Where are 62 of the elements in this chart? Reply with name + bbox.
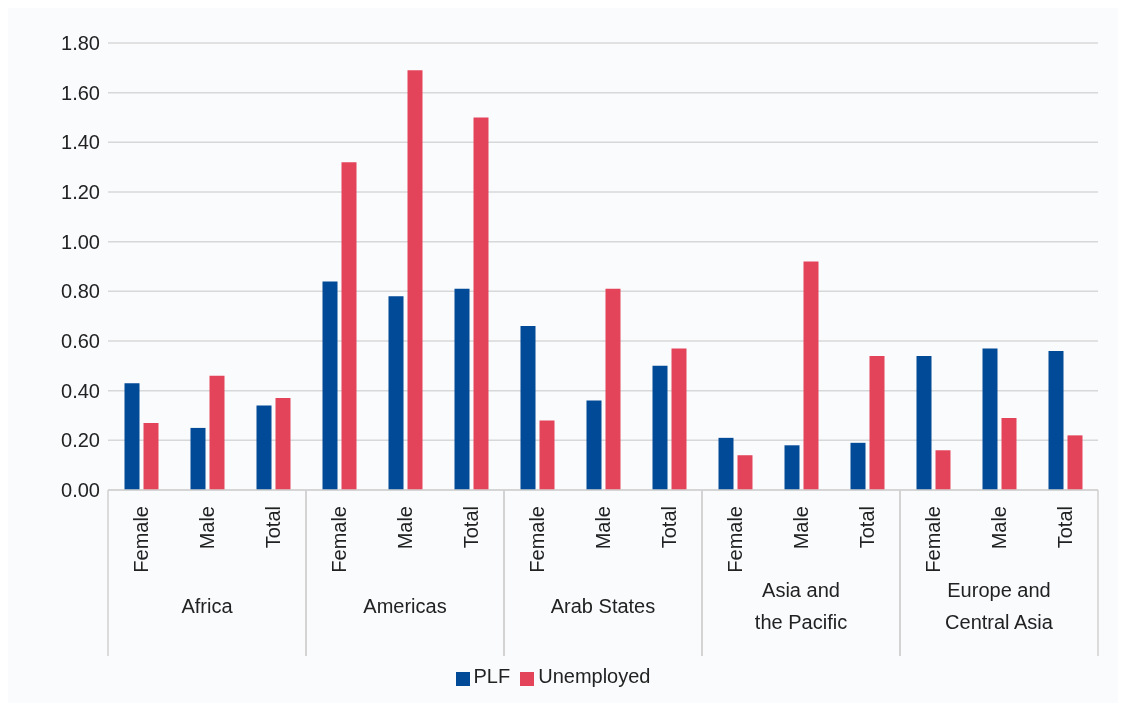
y-tick-label: 1.40 [61,131,100,154]
bar [652,365,668,490]
y-tick-label: 1.00 [61,230,100,253]
bar [1067,435,1083,490]
bar [473,117,489,490]
x-tick-label: Total [856,506,878,549]
x-tick-label: Total [460,506,482,549]
bar [275,398,291,490]
bar [1001,417,1017,490]
bar [539,420,555,490]
x-tick-label: Male [394,506,416,550]
bar [520,326,536,490]
x-tick-label: Total [1054,506,1076,549]
y-tick-label: 1.60 [61,81,100,104]
text: Arab States [550,595,656,618]
x-tick-label: Male [196,506,218,550]
legend-label: Unemployed [538,665,651,687]
x-tick-label: Female [526,506,548,573]
bar [718,437,734,490]
y-tick-label: 0.60 [61,330,100,353]
bar [143,422,159,490]
text: Africa [181,595,234,618]
y-tick-label: 0.20 [61,429,100,452]
bar [916,355,932,490]
bar [784,445,800,490]
y-tick-label: 0.40 [61,379,100,402]
bar [803,261,819,490]
bar [190,427,206,490]
x-tick-label: Total [262,506,284,549]
y-tick-label: 1.20 [61,181,100,204]
y-tick-label: 0.00 [61,479,100,502]
bar [407,70,423,490]
x-tick-label: Male [592,506,614,550]
bar [850,442,866,490]
bar [869,355,885,490]
x-tick-label: Female [922,506,944,573]
bar [982,348,998,490]
x-tick-label: Total [658,506,680,549]
x-tick-label: Female [328,506,350,573]
bar [341,162,357,490]
y-tick-label: 0.80 [61,280,100,303]
bar [454,288,470,490]
bar [388,296,404,490]
bar [605,288,621,490]
y-tick-label: 1.80 [61,32,100,55]
bar [737,455,753,490]
x-tick-label: Female [724,506,746,573]
bar [1048,350,1064,490]
x-tick-label: Female [130,506,152,573]
bar [256,405,272,490]
text: Americas [363,595,447,618]
x-tick-label: Male [790,506,812,550]
bar [124,383,140,490]
bar [671,348,687,490]
text: Europe and Central Asia [945,579,1054,634]
legend-label: PLF [473,665,511,687]
text: Asia and the Pacific [754,579,848,634]
bar [209,375,225,490]
bar [322,281,338,490]
bar [935,450,951,490]
x-tick-label: Male [988,506,1010,550]
bar [586,400,602,490]
